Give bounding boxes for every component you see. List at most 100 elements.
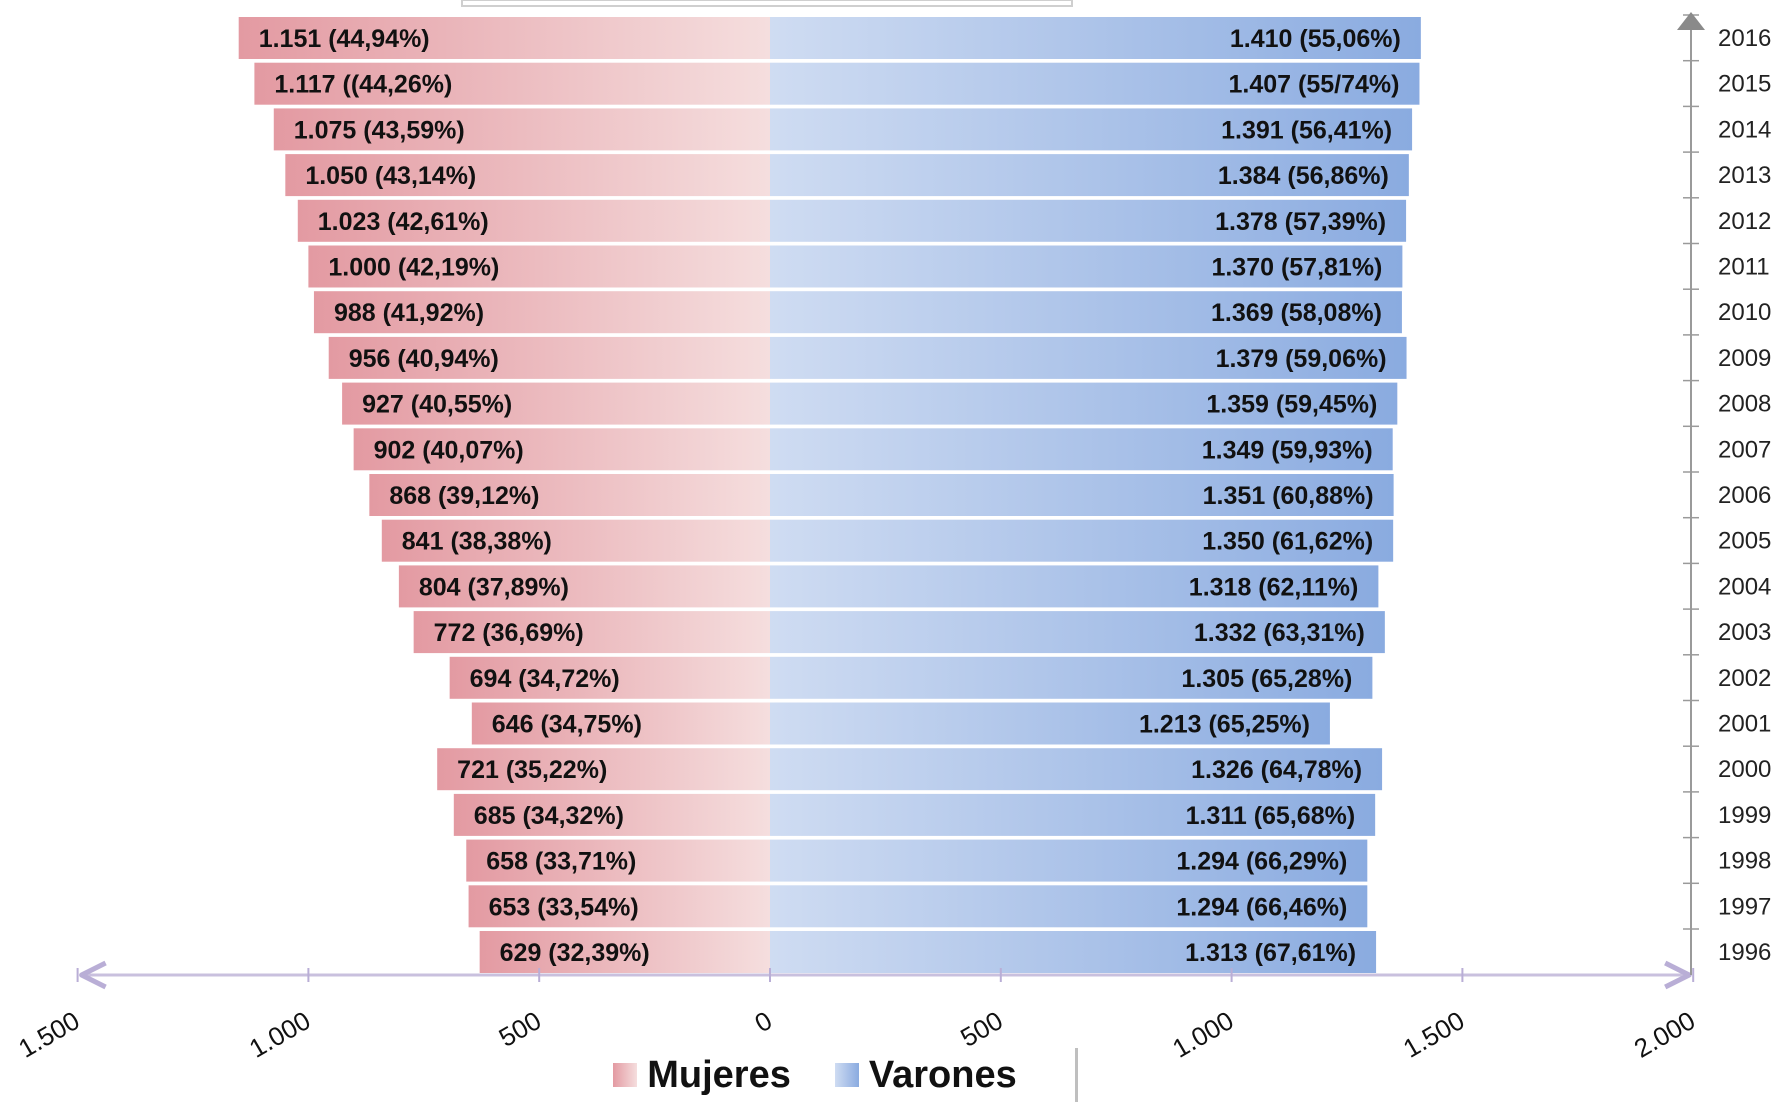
bar-women-2005 [381, 519, 770, 562]
bar-women-1997 [468, 885, 770, 928]
bar-men-1998 [770, 839, 1368, 882]
bar-men-2007 [770, 428, 1393, 471]
x-tick-label-7: 2.000 [1629, 1005, 1700, 1064]
bars-layer [238, 17, 1421, 973]
bar-men-2003 [770, 611, 1385, 654]
year-label-1996: 1996 [1718, 939, 1771, 966]
bar-label-women-2016: 1.151 (44,94%) [259, 25, 430, 53]
bar-men-2004 [770, 565, 1379, 608]
bar-men-2008 [770, 382, 1398, 425]
x-tick-label-2: 500 [494, 1005, 547, 1053]
bar-label-men-1999: 1.311 (65,68%) [1186, 802, 1356, 830]
bar-label-women-2002: 694 (34,72%) [470, 665, 620, 693]
year-label-2013: 2013 [1718, 162, 1771, 189]
bar-label-women-1998: 658 (33,71%) [486, 848, 636, 876]
bar-women-2003 [413, 611, 770, 654]
bar-label-men-2006: 1.351 (60,88%) [1203, 482, 1374, 510]
bar-label-men-2013: 1.384 (56,86%) [1218, 162, 1389, 190]
bar-label-women-2005: 841 (38,38%) [402, 528, 552, 556]
bar-label-women-2015: 1.117 ((44,26%) [274, 71, 452, 99]
year-label-2007: 2007 [1718, 436, 1771, 463]
bar-men-1997 [770, 885, 1368, 928]
year-label-2002: 2002 [1718, 665, 1771, 692]
bar-women-1998 [466, 839, 770, 882]
bar-label-women-2007: 902 (40,07%) [374, 436, 524, 464]
bar-women-2009 [328, 336, 770, 379]
bar-men-2010 [770, 291, 1402, 334]
year-label-2016: 2016 [1718, 25, 1771, 52]
year-axis-arrow [1677, 12, 1705, 30]
x-tick-label-5: 1.000 [1167, 1005, 1238, 1064]
bar-label-men-2014: 1.391 (56,41%) [1221, 116, 1392, 144]
bar-women-2015 [254, 62, 770, 105]
bar-label-men-2016: 1.410 (55,06%) [1230, 25, 1401, 53]
bar-label-men-2009: 1.379 (59,06%) [1216, 345, 1387, 373]
legend-item-men: Varones [834, 1053, 1017, 1097]
bar-men-2002 [770, 656, 1373, 699]
bar-label-men-2004: 1.318 (62,11%) [1189, 573, 1359, 601]
bar-label-men-2007: 1.349 (59,93%) [1202, 436, 1373, 464]
bar-men-2006 [770, 474, 1394, 516]
bar-women-2014 [273, 108, 770, 151]
year-label-2000: 2000 [1718, 756, 1771, 783]
x-axis-arrow-right [1664, 960, 1692, 990]
legend-label-women: Mujeres [647, 1053, 791, 1096]
year-label-2012: 2012 [1718, 208, 1771, 235]
bar-labels-layer: 1.151 (44,94%) 1.410 (55,06%) 1.117 ((44,2… [259, 25, 1401, 967]
bar-label-men-2015: 1.407 (55/74%) [1229, 71, 1400, 99]
bar-label-women-2006: 868 (39,12%) [389, 482, 539, 510]
bar-women-2013 [285, 154, 770, 197]
bar-women-2002 [449, 656, 770, 699]
bar-men-2016 [770, 17, 1421, 59]
bar-label-men-2008: 1.359 (59,45%) [1206, 391, 1377, 419]
bar-label-women-2004: 804 (37,89%) [419, 573, 569, 601]
bar-men-2015 [770, 62, 1420, 105]
bar-label-women-2009: 956 (40,94%) [349, 345, 499, 373]
bar-label-women-2012: 1.023 (42,61%) [318, 208, 489, 236]
x-tick-label-0: 1.500 [13, 1005, 84, 1064]
bar-label-women-1996: 629 (32,39%) [500, 939, 650, 967]
bar-label-men-1998: 1.294 (66,29%) [1176, 848, 1347, 876]
bar-label-women-1997: 653 (33,54%) [489, 893, 639, 921]
bar-label-women-2003: 772 (36,69%) [434, 619, 584, 647]
year-label-2015: 2015 [1718, 71, 1771, 98]
year-axis: 2016 2015 2014 2013 2012 2011 2010 2009 2008 2007… [1677, 12, 1771, 975]
year-label-2008: 2008 [1718, 391, 1771, 418]
bar-women-1996 [479, 931, 770, 973]
bar-label-women-2013: 1.050 (43,14%) [305, 162, 476, 190]
bar-label-women-2010: 988 (41,92%) [334, 299, 484, 327]
year-label-2005: 2005 [1718, 528, 1771, 555]
legend-label-men: Varones [868, 1053, 1017, 1096]
top-header-strip [461, 0, 1073, 7]
year-label-2011: 2011 [1718, 254, 1770, 281]
bar-women-2006 [369, 474, 770, 516]
year-label-2009: 2009 [1718, 345, 1771, 372]
bar-women-2012 [297, 199, 770, 242]
bar-label-men-2003: 1.332 (63,31%) [1194, 619, 1365, 647]
x-axis-arrow-left [79, 960, 107, 990]
bar-women-2004 [398, 565, 770, 608]
legend-swatch-men [834, 1063, 859, 1087]
year-label-2014: 2014 [1718, 116, 1771, 143]
bar-women-2010 [313, 291, 770, 334]
bar-label-men-2001: 1.213 (65,25%) [1139, 711, 1310, 739]
bar-men-2005 [770, 519, 1394, 562]
bar-label-men-2000: 1.326 (64,78%) [1191, 756, 1362, 784]
bar-label-women-2014: 1.075 (43,59%) [294, 116, 465, 144]
bar-women-2008 [342, 382, 770, 425]
top-frame-edge [461, 0, 1073, 7]
bar-label-men-2012: 1.378 (57,39%) [1215, 208, 1386, 236]
year-label-1997: 1997 [1718, 893, 1771, 920]
year-label-2010: 2010 [1718, 299, 1771, 326]
year-label-2003: 2003 [1718, 619, 1771, 646]
chart-legend: Mujeres Varones [555, 1048, 1078, 1102]
bar-label-women-2001: 646 (34,75%) [492, 711, 642, 739]
bar-label-men-2002: 1.305 (65,28%) [1181, 665, 1352, 693]
bar-label-women-2008: 927 (40,55%) [362, 391, 512, 419]
x-tick-label-1: 1.000 [244, 1005, 315, 1064]
year-label-2004: 2004 [1718, 573, 1771, 600]
bar-women-2011 [308, 245, 770, 288]
bar-label-men-2010: 1.369 (58,08%) [1211, 299, 1382, 327]
